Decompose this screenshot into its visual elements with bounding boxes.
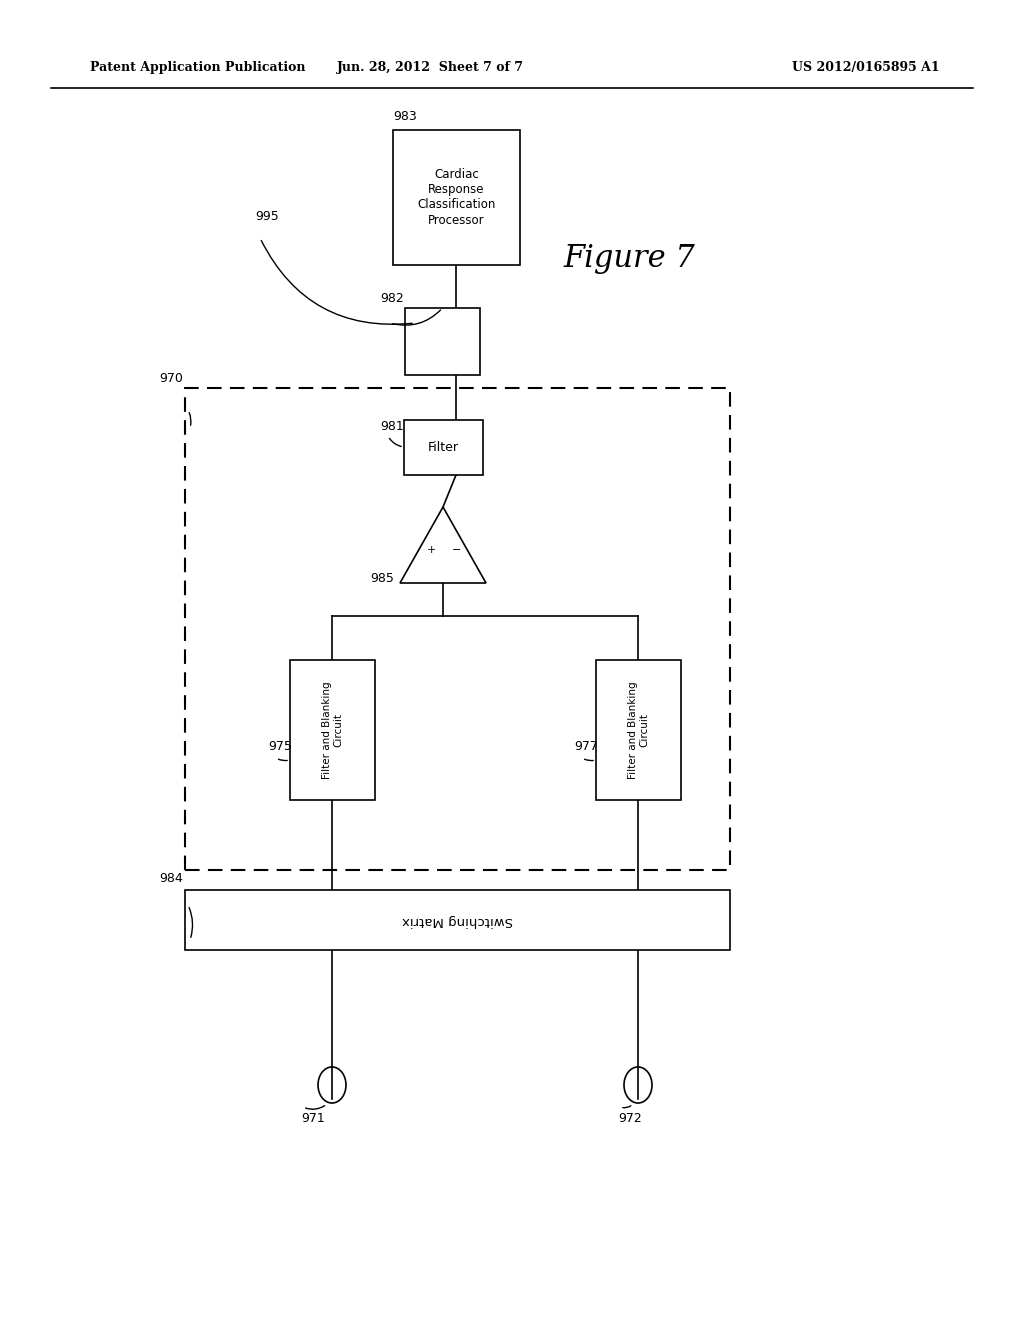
- Text: 971: 971: [301, 1111, 325, 1125]
- Text: −: −: [453, 545, 462, 554]
- FancyBboxPatch shape: [393, 129, 520, 265]
- FancyBboxPatch shape: [290, 660, 375, 800]
- Text: 981: 981: [380, 420, 403, 433]
- FancyBboxPatch shape: [185, 890, 730, 950]
- Text: 982: 982: [380, 292, 403, 305]
- Text: Patent Application Publication: Patent Application Publication: [90, 62, 305, 74]
- Text: 995: 995: [255, 210, 279, 223]
- Text: 984: 984: [160, 873, 183, 884]
- Text: 977: 977: [574, 741, 598, 752]
- Text: 983: 983: [393, 110, 417, 123]
- Text: Filter and Blanking
Circuit: Filter and Blanking Circuit: [322, 681, 343, 779]
- Text: Filter and Blanking
Circuit: Filter and Blanking Circuit: [628, 681, 649, 779]
- Text: 985: 985: [370, 572, 394, 585]
- FancyBboxPatch shape: [406, 308, 480, 375]
- Text: Cardiac
Response
Classification
Processor: Cardiac Response Classification Processo…: [418, 169, 496, 227]
- Text: 972: 972: [618, 1111, 642, 1125]
- Text: Figure 7: Figure 7: [563, 243, 694, 273]
- Text: 975: 975: [268, 741, 292, 752]
- FancyBboxPatch shape: [596, 660, 681, 800]
- Text: 970: 970: [159, 372, 183, 385]
- Polygon shape: [400, 507, 486, 583]
- Text: Switching Matrix: Switching Matrix: [402, 913, 513, 927]
- FancyBboxPatch shape: [404, 420, 483, 475]
- Text: +: +: [426, 545, 435, 554]
- Text: Filter: Filter: [428, 441, 459, 454]
- Text: US 2012/0165895 A1: US 2012/0165895 A1: [793, 62, 940, 74]
- Text: Jun. 28, 2012  Sheet 7 of 7: Jun. 28, 2012 Sheet 7 of 7: [337, 62, 523, 74]
